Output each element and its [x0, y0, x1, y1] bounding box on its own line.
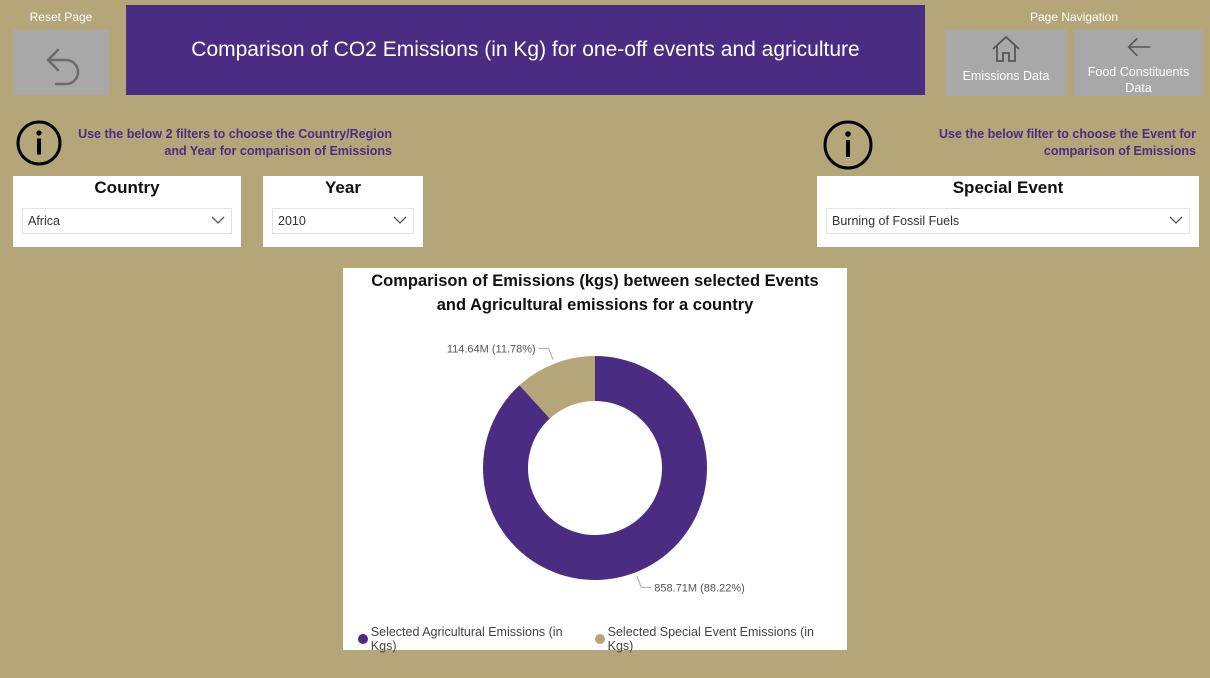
- year-dropdown-value: 2010: [278, 214, 306, 228]
- undo-arrow-icon: [46, 48, 80, 85]
- special-event-slicer: Special Event Burning of Fossil Fuels: [817, 176, 1199, 247]
- emissions-data-label: Emissions Data: [962, 69, 1050, 83]
- chart-title-line1: Comparison of Emissions (kgs) between se…: [371, 272, 819, 290]
- year-slicer: Year 2010: [263, 176, 423, 247]
- legend-item-special-event[interactable]: Selected Special Event Emissions (in Kgs…: [607, 625, 814, 653]
- donut-slice-agricultural[interactable]: [483, 356, 707, 580]
- info-text-left-line2: and Year for comparison of Emissions: [164, 144, 392, 158]
- data-label-special-event: 114.64M (11.78%): [447, 344, 536, 356]
- page-title-banner: Comparison of CO2 Emissions (in Kg) for …: [126, 5, 925, 95]
- legend-dot-special-event: [594, 634, 605, 644]
- donut-slice-special-event[interactable]: [519, 356, 595, 419]
- food-constituents-data-button[interactable]: Food Constituents Data: [1074, 30, 1203, 96]
- special-event-slicer-title: Special Event: [952, 178, 1064, 197]
- home-icon: [992, 35, 1020, 62]
- info-text-right-line1: Use the below filter to choose the Event…: [939, 127, 1196, 141]
- emissions-data-button[interactable]: Emissions Data: [945, 30, 1067, 96]
- reset-page-button[interactable]: [13, 30, 109, 95]
- info-icon[interactable]: [822, 119, 874, 171]
- page-title: Comparison of CO2 Emissions (in Kg) for …: [191, 38, 860, 61]
- chart-legend: Selected Agricultural Emissions (in Kgs)…: [358, 625, 838, 653]
- back-arrow-icon: [1126, 37, 1150, 57]
- country-slicer-title: Country: [94, 178, 160, 197]
- info-text-left-line1: Use the below 2 filters to choose the Co…: [78, 127, 392, 141]
- food-constituents-data-label: Food Constituents Data: [1087, 65, 1190, 95]
- year-slicer-title: Year: [325, 178, 361, 197]
- donut-chart: 858.71M (88.22%) 114.64M (11.78%): [447, 344, 745, 595]
- country-slicer: Country Africa: [13, 176, 241, 247]
- year-dropdown[interactable]: 2010: [272, 208, 414, 234]
- special-event-dropdown[interactable]: Burning of Fossil Fuels: [826, 208, 1190, 234]
- chevron-down-icon: [211, 216, 225, 224]
- chevron-down-icon: [393, 216, 407, 224]
- info-icon[interactable]: [15, 119, 63, 167]
- reset-page-label: Reset Page: [29, 10, 93, 24]
- page-navigation-label: Page Navigation: [1029, 10, 1119, 24]
- leader-line: [636, 575, 652, 588]
- leader-line: [538, 348, 554, 361]
- chart-title: Comparison of Emissions (kgs) between se…: [343, 269, 847, 317]
- info-text-left: Use the below 2 filters to choose the Co…: [70, 126, 392, 160]
- data-label-agricultural: 858.71M (88.22%): [654, 582, 745, 594]
- legend-item-agricultural[interactable]: Selected Agricultural Emissions (in Kgs): [370, 625, 563, 653]
- info-text-right: Use the below filter to choose the Event…: [900, 126, 1196, 160]
- chevron-down-icon: [1169, 216, 1183, 224]
- special-event-dropdown-value: Burning of Fossil Fuels: [832, 214, 960, 228]
- legend-dot-agricultural: [358, 634, 368, 644]
- info-text-right-line2: comparison of Emissions: [1043, 144, 1196, 158]
- chart-title-line2: and Agricultural emissions for a country: [436, 296, 754, 314]
- country-dropdown-value: Africa: [28, 214, 60, 228]
- country-dropdown[interactable]: Africa: [22, 208, 232, 234]
- donut-chart-card: Comparison of Emissions (kgs) between se…: [343, 268, 847, 653]
